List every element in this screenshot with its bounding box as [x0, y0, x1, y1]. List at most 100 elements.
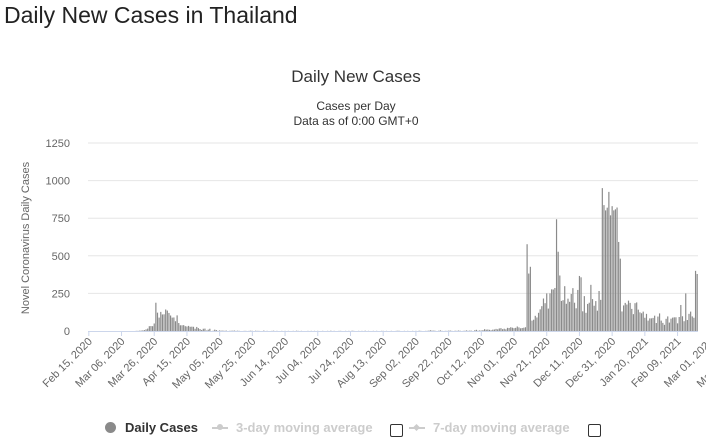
bar — [150, 326, 152, 331]
bar — [672, 317, 674, 331]
bar — [518, 327, 520, 331]
bar — [673, 317, 675, 331]
bar — [536, 317, 538, 331]
bar — [524, 327, 527, 331]
bar — [519, 328, 522, 331]
bar — [493, 329, 495, 331]
bar — [531, 320, 533, 331]
bar — [627, 300, 630, 331]
bar — [580, 277, 582, 331]
bar — [555, 219, 558, 331]
bar — [696, 274, 698, 331]
bar — [197, 328, 199, 331]
bar — [575, 308, 577, 331]
bar — [629, 302, 631, 331]
bar — [613, 210, 615, 331]
legend-marker-dot-icon — [105, 422, 116, 433]
bar — [511, 327, 513, 331]
bar — [170, 315, 172, 331]
y-tick-label: 750 — [52, 213, 70, 225]
bar — [564, 286, 566, 331]
bar — [685, 293, 687, 331]
bar — [160, 311, 162, 331]
bar — [158, 317, 160, 331]
bar — [585, 312, 587, 331]
legend-item-3-day-moving-average[interactable]: 3-day moving average — [212, 420, 373, 435]
bar — [174, 321, 177, 331]
bar — [449, 330, 451, 332]
bar — [588, 302, 590, 331]
checkbox-3-day-moving-average[interactable] — [390, 424, 403, 437]
bar — [552, 289, 554, 331]
bar — [492, 329, 494, 331]
bar — [609, 215, 612, 331]
bar — [663, 324, 666, 331]
legend-item-7-day-moving-average[interactable]: 7-day moving average — [409, 420, 570, 435]
bar — [201, 329, 203, 331]
bar — [560, 300, 563, 331]
bar — [691, 316, 693, 331]
bar — [611, 206, 613, 331]
bar — [498, 328, 500, 331]
y-tick-label: 1000 — [46, 176, 70, 188]
bar — [670, 318, 672, 331]
bar — [187, 325, 190, 331]
bar — [214, 329, 216, 331]
bar — [690, 311, 692, 331]
bar — [590, 284, 592, 331]
bar — [497, 329, 499, 331]
bar — [192, 326, 195, 331]
bar — [515, 327, 517, 331]
y-axis-title: Novel Coronavirus Daily Cases — [20, 161, 32, 314]
bar — [626, 304, 628, 331]
bar — [631, 308, 633, 331]
bar — [165, 309, 167, 331]
y-tick-label: 1250 — [46, 138, 70, 150]
checkbox-7-day-moving-average[interactable] — [588, 424, 601, 437]
bar — [650, 318, 652, 331]
bar — [179, 325, 181, 331]
bar — [569, 301, 571, 331]
bar — [523, 327, 525, 331]
bar — [686, 320, 688, 331]
bar — [155, 302, 157, 331]
bar — [675, 317, 677, 331]
legend-item-daily-cases[interactable]: Daily Cases — [105, 420, 198, 435]
legend: Daily Cases 3-day moving average 7-day m… — [0, 418, 706, 440]
bar — [632, 314, 634, 331]
bar — [647, 320, 649, 331]
bar — [600, 299, 602, 331]
bar — [541, 306, 543, 331]
bar — [466, 330, 468, 331]
grid-lines — [88, 142, 698, 294]
bar — [439, 330, 442, 331]
bar — [583, 296, 585, 331]
bar — [665, 318, 667, 331]
bar — [263, 330, 265, 332]
bar — [693, 317, 695, 331]
bar — [495, 328, 497, 331]
bar — [572, 288, 574, 331]
bar — [562, 300, 564, 331]
bar — [176, 315, 178, 331]
bar — [171, 317, 173, 331]
bar — [582, 311, 584, 331]
bar — [145, 329, 147, 331]
bar — [189, 326, 191, 331]
bar — [601, 188, 603, 331]
bar — [469, 330, 471, 332]
chart-subtitle-line-1: Cases per Day — [316, 99, 395, 113]
bar — [606, 207, 608, 331]
bar — [508, 327, 510, 331]
bar — [546, 293, 548, 331]
bar — [152, 326, 154, 331]
bar — [534, 315, 536, 331]
bar — [503, 328, 505, 331]
bar — [662, 322, 664, 331]
bar — [184, 326, 186, 331]
bar — [222, 330, 224, 332]
bar — [655, 323, 657, 331]
bar — [603, 205, 605, 331]
x-axis — [88, 331, 698, 336]
